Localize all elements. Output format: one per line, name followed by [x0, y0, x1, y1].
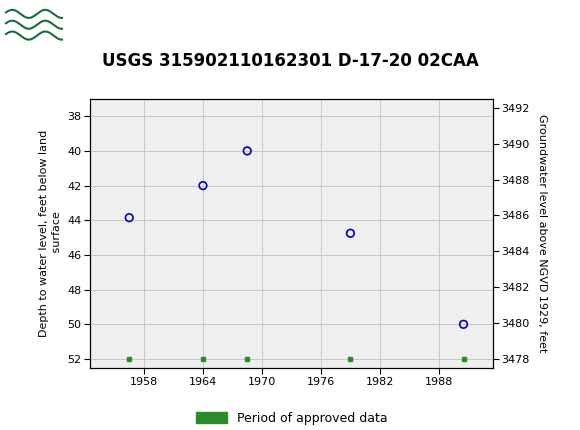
Bar: [4, 3, 64, 46]
Point: [198, 182, 208, 189]
Point: [459, 321, 468, 328]
Text: USGS: USGS: [69, 16, 124, 34]
Legend: Period of approved data: Period of approved data: [190, 407, 393, 430]
Point: [242, 147, 252, 154]
Point: [346, 230, 355, 237]
Text: USGS 315902110162301 D-17-20 02CAA: USGS 315902110162301 D-17-20 02CAA: [102, 52, 478, 70]
Y-axis label: Depth to water level, feet below land
 surface: Depth to water level, feet below land su…: [38, 130, 61, 337]
Y-axis label: Groundwater level above NGVD 1929, feet: Groundwater level above NGVD 1929, feet: [536, 114, 547, 353]
Point: [125, 214, 134, 221]
